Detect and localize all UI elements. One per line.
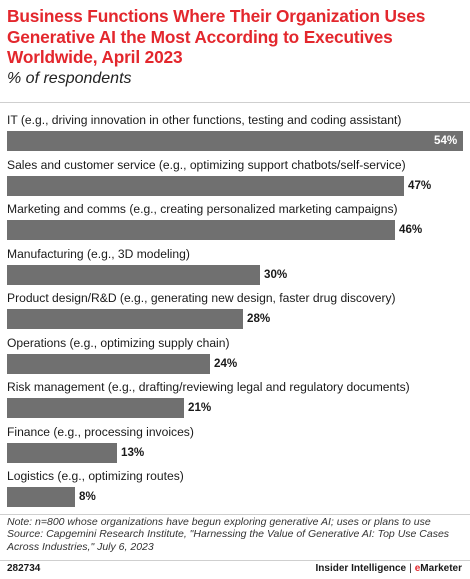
- category-label: Product design/R&D (e.g., generating new…: [7, 291, 396, 305]
- category-label: Manufacturing (e.g., 3D modeling): [7, 246, 190, 261]
- data-label: 8%: [79, 490, 96, 503]
- bar-row: Finance (e.g., processing invoices) 13%: [7, 425, 469, 467]
- bar: [7, 487, 75, 507]
- bar-row: Product design/R&D (e.g., generating new…: [7, 291, 469, 333]
- category-label: Logistics (e.g., optimizing routes): [7, 469, 184, 483]
- data-label: 13%: [121, 445, 145, 459]
- data-label: 46%: [399, 223, 423, 236]
- chart-title: Business Functions Where Their Organizat…: [7, 6, 426, 67]
- source-text: Source: Capgemini Research Institute, "H…: [7, 528, 450, 553]
- category-label: Risk management (e.g., drafting/reviewin…: [7, 380, 410, 394]
- bar-row: IT (e.g., driving innovation in other fu…: [7, 113, 469, 155]
- category-label: Marketing and comms (e.g., creating pers…: [7, 202, 398, 216]
- chart-subtitle: % of respondents: [7, 69, 132, 87]
- bar-row: Logistics (e.g., optimizing routes) 8%: [7, 469, 469, 511]
- footnote: Note: n=800 whose organizations have beg…: [7, 516, 467, 553]
- bar: [7, 442, 117, 463]
- data-label: 30%: [264, 267, 288, 281]
- brand-separator: |: [409, 563, 412, 574]
- bar: [7, 131, 463, 151]
- top-divider: [0, 102, 470, 103]
- chart-header: Business Functions Where Their Organizat…: [7, 6, 463, 89]
- category-label: IT (e.g., driving innovation in other fu…: [7, 113, 402, 127]
- bottom-divider: [0, 560, 470, 561]
- bar: [7, 175, 404, 196]
- chart-id: 282734: [7, 563, 41, 574]
- bar: [7, 398, 184, 418]
- data-label: 54%: [434, 134, 458, 147]
- brand-logo: Insider Intelligence | eMarketer: [316, 563, 462, 574]
- bar: [7, 353, 210, 374]
- data-label: 21%: [188, 401, 212, 414]
- brand-secondary-rest: Marketer: [420, 563, 462, 574]
- footer-divider: [0, 514, 470, 515]
- bar-row: Manufacturing (e.g., 3D modeling) 30%: [7, 247, 469, 289]
- bar-row: Risk management (e.g., drafting/reviewin…: [7, 380, 469, 422]
- brand-secondary-prefix: e: [414, 563, 421, 574]
- note-text: Note: n=800 whose organizations have beg…: [7, 516, 431, 528]
- bar-row: Operations (e.g., optimizing supply chai…: [7, 336, 469, 378]
- category-label: Sales and customer service (e.g., optimi…: [7, 157, 406, 172]
- data-label: 47%: [408, 178, 432, 192]
- category-label: Finance (e.g., processing invoices): [7, 424, 194, 439]
- bar: [7, 264, 260, 285]
- data-label: 24%: [214, 356, 238, 370]
- data-label: 28%: [247, 312, 271, 325]
- bar-row: Sales and customer service (e.g., optimi…: [7, 158, 469, 200]
- bar: [7, 220, 395, 240]
- category-label: Operations (e.g., optimizing supply chai…: [7, 335, 230, 350]
- bar: [7, 309, 243, 329]
- bar-row: Marketing and comms (e.g., creating pers…: [7, 202, 469, 244]
- brand-primary: Insider Intelligence: [315, 563, 407, 574]
